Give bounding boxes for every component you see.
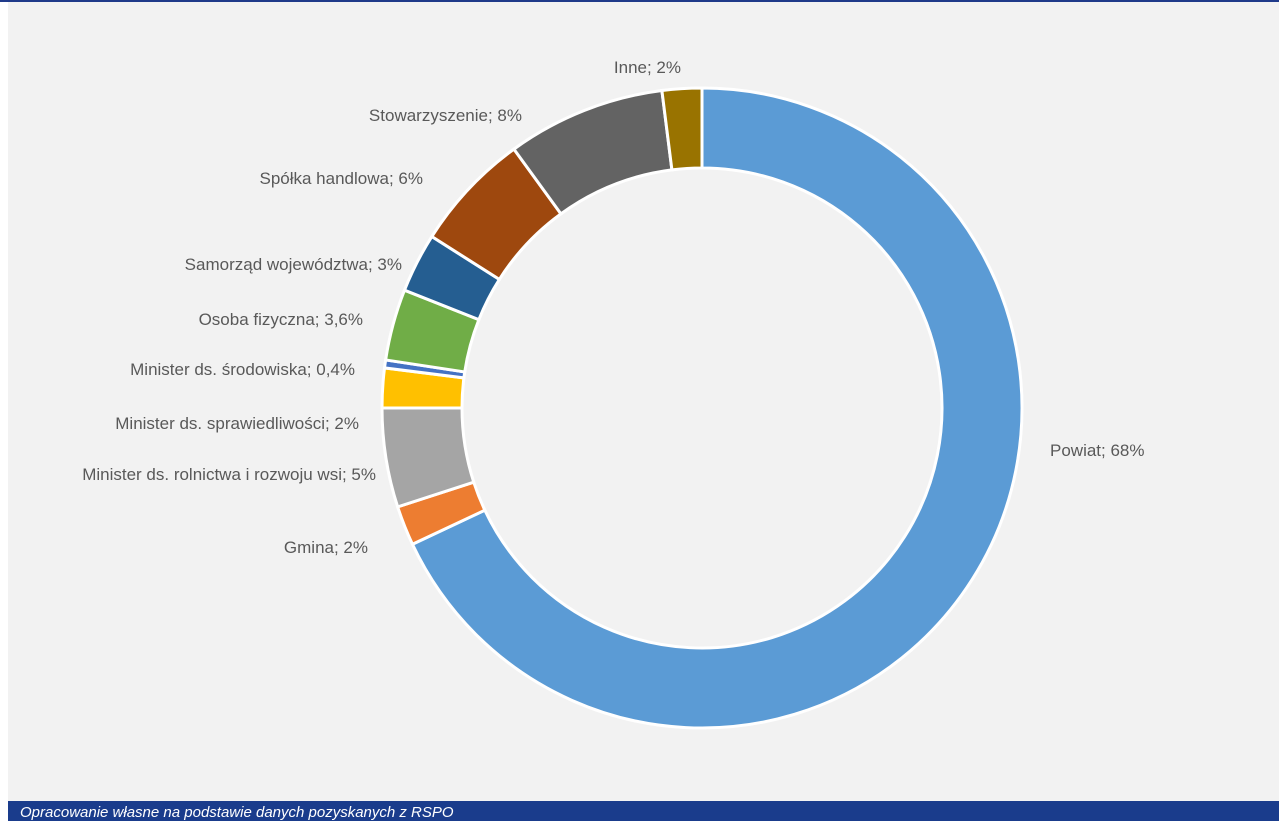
- donut-chart: Powiat; 68% Gmina; 2% Minister ds. rolnict…: [82, 58, 1145, 730]
- data-label: Spółka handlowa; 6%: [259, 169, 423, 188]
- slice-powiat: [410, 86, 1024, 730]
- data-label: Samorząd województwa; 3%: [185, 255, 402, 274]
- source-bar: Opracowanie własne na podstawie danych p…: [8, 801, 1279, 821]
- data-label: Minister ds. środowiska; 0,4%: [130, 360, 355, 379]
- data-label: Gmina; 2%: [284, 538, 368, 557]
- data-label: Powiat; 68%: [1050, 441, 1145, 460]
- chart-area: Powiat; 68% Gmina; 2% Minister ds. rolnict…: [8, 2, 1279, 801]
- top-rule: [0, 0, 1279, 2]
- data-label: Minister ds. rolnictwa i rozwoju wsi; 5%: [82, 465, 376, 484]
- source-note: Opracowanie własne na podstawie danych p…: [20, 804, 454, 821]
- data-label: Stowarzyszenie; 8%: [369, 106, 522, 125]
- slices-group: [380, 86, 1024, 730]
- slice-inne: [660, 86, 704, 172]
- data-label: Osoba fizyczna; 3,6%: [199, 310, 363, 329]
- data-label: Inne; 2%: [614, 58, 681, 77]
- data-label: Minister ds. sprawiedliwości; 2%: [115, 414, 359, 433]
- labels-group: Powiat; 68% Gmina; 2% Minister ds. rolnict…: [82, 58, 1144, 557]
